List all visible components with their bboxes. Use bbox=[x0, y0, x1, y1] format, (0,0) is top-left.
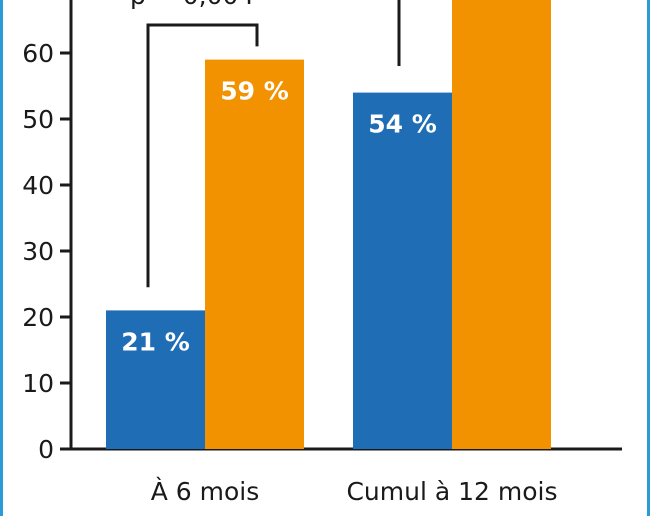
p-value-annotation: p = 0,004 bbox=[130, 0, 254, 10]
bar bbox=[353, 92, 452, 449]
y-tick-label: 70 bbox=[22, 0, 54, 2]
y-tick-label: 10 bbox=[22, 369, 54, 398]
y-tick-label: 60 bbox=[22, 39, 54, 68]
y-tick-label: 50 bbox=[22, 105, 54, 134]
bar bbox=[106, 310, 205, 449]
bar-value-label: 54 % bbox=[368, 110, 437, 139]
bar-value-label: 59 % bbox=[220, 77, 289, 106]
y-tick-label: 30 bbox=[22, 237, 54, 266]
y-tick-label: 40 bbox=[22, 171, 54, 200]
y-tick-label: 20 bbox=[22, 303, 54, 332]
significance-bracket bbox=[146, 23, 259, 288]
category-label: À 6 mois bbox=[151, 477, 260, 506]
bar bbox=[452, 0, 551, 449]
bar bbox=[205, 59, 304, 449]
y-tick-label: 0 bbox=[38, 435, 54, 464]
bar-value-label: 21 % bbox=[121, 327, 190, 356]
category-label: Cumul à 12 mois bbox=[346, 477, 557, 506]
